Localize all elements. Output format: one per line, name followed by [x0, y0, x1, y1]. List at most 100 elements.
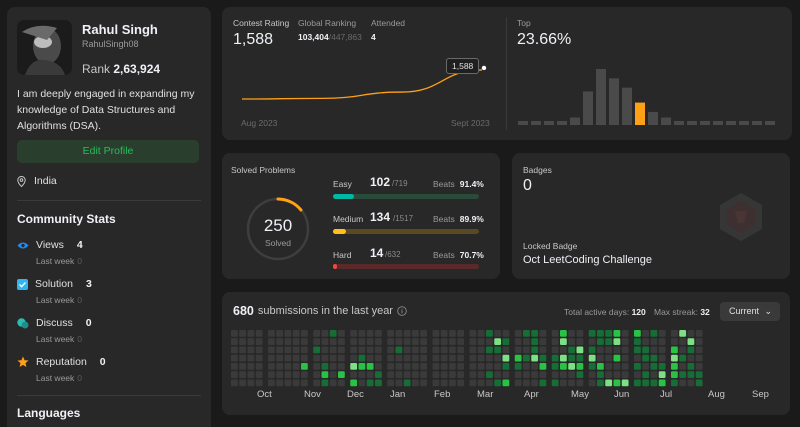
heatmap-cell [313, 371, 321, 379]
heatmap-cell [597, 363, 604, 370]
heatmap-cell [613, 379, 621, 387]
heatmap-cell [255, 338, 263, 346]
heatmap-cell [255, 363, 263, 370]
heatmap-cell [576, 379, 584, 387]
max-streak-label: Max streak: [654, 307, 698, 317]
solved-progress-ring [246, 197, 310, 261]
heatmap-cell [358, 346, 366, 354]
heatmap-cell [432, 379, 440, 387]
heatmap-cell [605, 346, 613, 354]
histogram-bar [544, 121, 554, 125]
locked-badge-name: Oct LeetCoding Challenge [523, 254, 653, 266]
heatmap-cell [358, 371, 366, 379]
heatmap-cell [440, 354, 448, 362]
heatmap-cell [457, 363, 465, 370]
attended-label: Attended [371, 18, 406, 28]
submissions-count: 680 [233, 304, 254, 318]
heatmap-cell [642, 354, 650, 362]
heatmap-cell [514, 363, 522, 370]
histogram-bar [700, 121, 710, 125]
heatmap-cell [449, 354, 456, 362]
locked-badge-label: Locked Badge [523, 241, 578, 251]
heatmap-cell [695, 354, 703, 362]
heatmap-cell [658, 346, 666, 354]
heatmap-cell [440, 363, 448, 370]
heatmap-cell [650, 379, 658, 387]
difficulty-hard-track [333, 264, 479, 269]
top-percent: 23.66% [517, 31, 572, 48]
heatmap-cell [568, 346, 576, 354]
heatmap-cell [588, 346, 596, 354]
heatmap-cell [440, 379, 448, 387]
heatmap-cell [449, 338, 456, 346]
heatmap-cell [531, 346, 539, 354]
location-text: India [34, 175, 57, 187]
heatmap-cell [231, 363, 238, 370]
heatmap-cell [247, 346, 255, 354]
heatmap-cell [477, 371, 485, 379]
heatmap-cell [239, 371, 247, 379]
heatmap-cell [268, 379, 275, 387]
heatmap-cell [239, 338, 247, 346]
last-week-label: Last week [36, 373, 75, 383]
heatmap-cell [284, 338, 292, 346]
histogram-bar [752, 121, 762, 125]
heatmap-cell [375, 363, 382, 370]
heatmap-cell [658, 338, 666, 346]
heatmap-cell [412, 379, 419, 387]
histogram-bar [518, 121, 528, 125]
heatmap-cell [387, 363, 395, 370]
heatmap-cell [588, 379, 596, 387]
heatmap-cell [621, 354, 629, 362]
heatmap-cell [597, 338, 604, 346]
heatmap-cell [420, 371, 428, 379]
heatmap-cell [502, 354, 510, 362]
heatmap-cell [477, 338, 485, 346]
year-select-value: Current [729, 306, 760, 316]
edit-profile-button[interactable]: Edit Profile [17, 140, 199, 163]
locked-badge-icon[interactable] [717, 191, 765, 243]
heatmap-cell [358, 354, 366, 362]
heatmap-cell [588, 363, 596, 370]
heatmap-cell [231, 330, 238, 337]
heatmap-cell [366, 354, 374, 362]
histogram-bar [583, 91, 593, 125]
heatmap-cell [313, 363, 321, 370]
heatmap-cell [284, 371, 292, 379]
heatmap-cell [551, 363, 559, 370]
heatmap-cell [576, 330, 584, 337]
rating-tooltip: 1,588 [446, 58, 480, 74]
last-week-label: Last week [36, 334, 75, 344]
heatmap-cell [621, 379, 629, 387]
heatmap-cell [560, 354, 567, 362]
heatmap-cell [247, 363, 255, 370]
heatmap-cell [502, 330, 510, 337]
heatmap-cell [387, 354, 395, 362]
eye-icon [17, 242, 29, 248]
heatmap-cell [469, 330, 477, 337]
difficulty-easy-total: /719 [392, 179, 408, 188]
heatmap-cell [502, 371, 510, 379]
heatmap-cell [568, 354, 576, 362]
top-label: Top [517, 18, 531, 28]
heatmap-cell [412, 363, 419, 370]
location: India [17, 175, 57, 187]
heatmap-cell [605, 330, 613, 337]
stat-discuss: Discuss 0 [17, 317, 92, 329]
year-select[interactable]: Current ⌄ [720, 302, 780, 321]
heatmap-cell [247, 371, 255, 379]
heatmap-cell [560, 371, 567, 379]
info-icon[interactable] [397, 306, 407, 316]
heatmap-cell [292, 371, 300, 379]
divider [17, 200, 201, 201]
heatmap-cell [477, 363, 485, 370]
heatmap-cell [613, 338, 621, 346]
heatmap-cell [268, 330, 275, 337]
heatmap-cell [231, 379, 238, 387]
avatar[interactable] [17, 20, 72, 75]
contest-rating-value: 1,588 [233, 31, 274, 48]
heatmap-cell [412, 354, 419, 362]
heatmap-cell [301, 363, 308, 370]
stat-value: 3 [85, 278, 92, 290]
month-label: Apr [524, 389, 539, 400]
